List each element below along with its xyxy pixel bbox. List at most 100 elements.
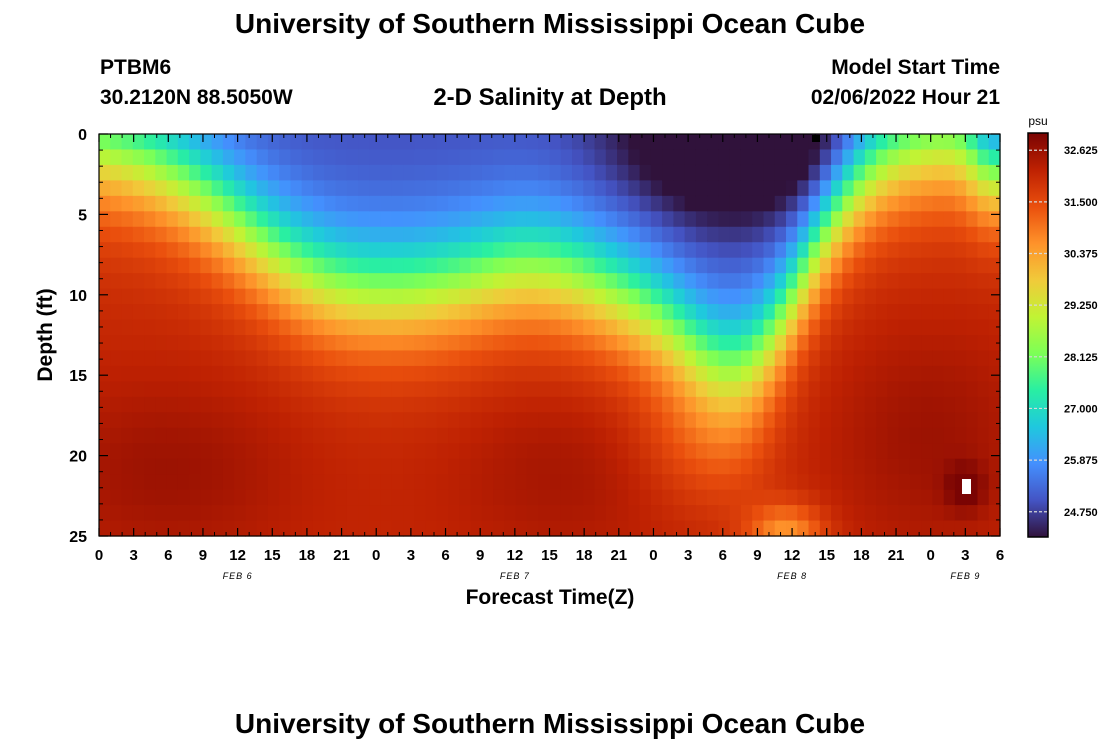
heatmap-cell xyxy=(346,489,359,506)
heatmap-cell xyxy=(403,273,415,290)
heatmap-cell xyxy=(144,242,156,259)
heatmap-cell xyxy=(256,180,269,197)
heatmap-cell xyxy=(617,396,629,413)
heatmap-cell xyxy=(166,396,179,413)
heatmap-cell xyxy=(842,489,855,506)
heatmap-cell xyxy=(132,211,145,228)
heatmap-cell xyxy=(155,412,168,429)
x-tick-label: 15 xyxy=(818,547,835,564)
heatmap-cell xyxy=(391,458,404,475)
heatmap-cell xyxy=(560,319,573,336)
heatmap-cell xyxy=(448,443,460,460)
x-axis-label: Forecast Time(Z) xyxy=(466,586,635,609)
heatmap-cell xyxy=(909,288,922,305)
heatmap-cell xyxy=(267,505,280,522)
heatmap-cell xyxy=(605,242,618,259)
heatmap-cell xyxy=(121,350,134,367)
heatmap-cell xyxy=(256,474,269,491)
heatmap-cell xyxy=(605,195,618,212)
heatmap-cell xyxy=(774,304,787,321)
heatmap-cell xyxy=(234,195,247,212)
heatmap-cell xyxy=(369,211,382,228)
heatmap-cell xyxy=(932,134,945,151)
heatmap-cell xyxy=(583,288,596,305)
heatmap-cell xyxy=(684,443,697,460)
heatmap-cell xyxy=(808,211,821,228)
heatmap-cell xyxy=(673,412,686,429)
heatmap-cell xyxy=(954,381,967,398)
heatmap-cell xyxy=(774,458,787,475)
heatmap-cell xyxy=(808,288,821,305)
heatmap-cell xyxy=(414,164,427,181)
heatmap-cell xyxy=(797,180,810,197)
heatmap-cell xyxy=(921,195,934,212)
heatmap-cell xyxy=(493,474,506,491)
heatmap-cell xyxy=(245,335,258,352)
heatmap-cell xyxy=(740,412,753,429)
heatmap-cell xyxy=(200,211,213,228)
heatmap-cell xyxy=(177,226,190,243)
heatmap-cell xyxy=(200,365,213,382)
heatmap-cell xyxy=(335,164,348,181)
heatmap-cell xyxy=(256,427,269,444)
heatmap-cell xyxy=(290,304,303,321)
heatmap-cell xyxy=(684,458,697,475)
heatmap-cell xyxy=(583,381,596,398)
heatmap-cell xyxy=(493,226,506,243)
heatmap-cell xyxy=(346,226,359,243)
heatmap-cell xyxy=(335,350,348,367)
heatmap-cell xyxy=(662,242,674,259)
heatmap-cell xyxy=(831,505,843,522)
heatmap-cell xyxy=(211,474,224,491)
heatmap-cell xyxy=(921,319,934,336)
heatmap-cell xyxy=(132,489,145,506)
heatmap-cell xyxy=(695,273,708,290)
heatmap-cell xyxy=(560,273,573,290)
heatmap-cell xyxy=(797,288,810,305)
heatmap-cell xyxy=(763,335,776,352)
heatmap-cell xyxy=(707,427,720,444)
heatmap-cell xyxy=(909,242,922,259)
heatmap-cell xyxy=(211,319,224,336)
heatmap-cell xyxy=(110,412,123,429)
heatmap-cell xyxy=(752,350,765,367)
heatmap-cell xyxy=(312,257,325,274)
heatmap-cell xyxy=(414,520,427,537)
heatmap-cell xyxy=(549,381,562,398)
heatmap-cell xyxy=(256,412,269,429)
heatmap-cell xyxy=(954,505,967,522)
heatmap-cell xyxy=(707,412,720,429)
heatmap-cell xyxy=(279,273,292,290)
heatmap-cell xyxy=(853,226,866,243)
heatmap-cells xyxy=(99,134,1001,537)
heatmap-cell xyxy=(493,195,506,212)
heatmap-cell xyxy=(921,226,934,243)
heatmap-cell xyxy=(177,288,190,305)
heatmap-cell xyxy=(110,288,123,305)
heatmap-cell xyxy=(594,211,607,228)
heatmap-cell xyxy=(662,474,674,491)
heatmap-cell xyxy=(324,443,337,460)
heatmap-cell xyxy=(459,180,472,197)
heatmap-cell xyxy=(966,335,979,352)
heatmap-cell xyxy=(301,226,314,243)
heatmap-cell xyxy=(887,242,900,259)
model-start-label: Model Start Time xyxy=(831,56,1000,79)
heatmap-cell xyxy=(560,226,573,243)
heatmap-cell xyxy=(898,273,911,290)
x-tick-label: 18 xyxy=(299,547,316,564)
heatmap-cell xyxy=(358,520,370,537)
heatmap-cell xyxy=(369,381,382,398)
heatmap-cell xyxy=(819,134,832,151)
heatmap-cell xyxy=(448,134,460,151)
heatmap-cell xyxy=(617,180,629,197)
heatmap-cell xyxy=(797,381,810,398)
heatmap-cell xyxy=(200,520,213,537)
heatmap-cell xyxy=(684,149,697,166)
heatmap-cell xyxy=(549,257,562,274)
heatmap-cell xyxy=(177,195,190,212)
heatmap-cell xyxy=(876,257,888,274)
heatmap-cell xyxy=(538,520,551,537)
heatmap-cell xyxy=(594,365,607,382)
heatmap-cell xyxy=(797,412,810,429)
